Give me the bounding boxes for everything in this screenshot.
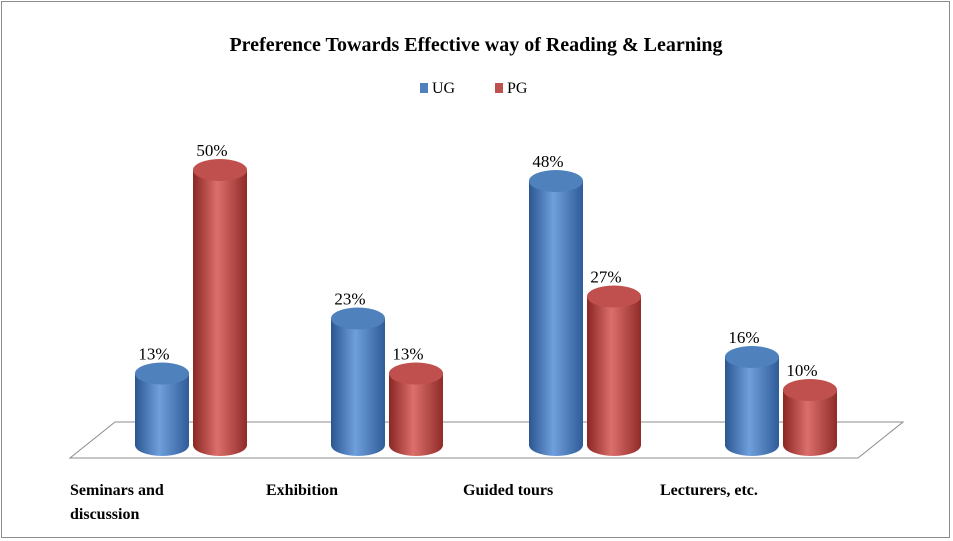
data-label: 50% — [196, 141, 227, 160]
bar-body — [331, 318, 385, 445]
floor — [68, 421, 905, 459]
bar — [587, 285, 641, 456]
chart-title: Preference Towards Effective way of Read… — [229, 34, 722, 56]
bar-body — [135, 373, 189, 445]
data-label: 16% — [728, 328, 759, 347]
bar — [331, 307, 385, 456]
x-tick-label: Guided tours — [463, 482, 554, 499]
data-label: 13% — [392, 345, 423, 364]
data-label: 10% — [786, 361, 817, 380]
bar — [783, 379, 837, 456]
bar-top — [725, 346, 779, 368]
bar-top — [193, 159, 247, 181]
bar-top — [389, 362, 443, 385]
bar — [389, 362, 443, 456]
legend-swatch — [495, 83, 503, 93]
bar-body — [529, 181, 583, 445]
bar-top — [135, 362, 189, 385]
legend-label: UG — [432, 80, 456, 97]
bar — [529, 170, 583, 456]
bar-top — [587, 285, 641, 308]
bar-top — [783, 379, 837, 401]
legend-swatch — [420, 83, 428, 93]
data-label: 27% — [590, 268, 621, 287]
bar-body — [193, 170, 247, 445]
legend-label: PG — [507, 80, 528, 97]
bar — [193, 159, 247, 456]
bar-top — [529, 170, 583, 192]
data-label: 23% — [334, 290, 365, 309]
data-label: 13% — [138, 345, 169, 364]
bar-top — [331, 307, 385, 330]
data-label: 48% — [532, 152, 563, 171]
x-tick-label: Seminars and discussion — [70, 482, 164, 523]
bar-body — [389, 373, 443, 445]
bar — [725, 346, 779, 456]
bar — [135, 362, 189, 456]
x-tick-label: Exhibition — [266, 482, 339, 499]
bar-body — [725, 357, 779, 445]
x-tick-label: Lecturers, etc. — [660, 482, 758, 499]
bar-body — [587, 296, 641, 445]
